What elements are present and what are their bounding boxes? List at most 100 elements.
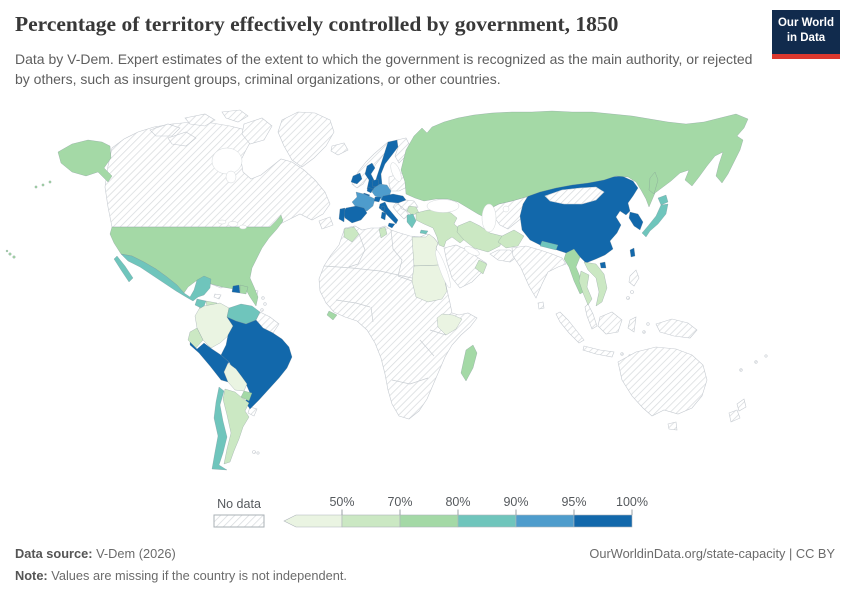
country-india[interactable] xyxy=(511,245,567,299)
country-oman[interactable] xyxy=(474,259,488,275)
country-nepal[interactable] xyxy=(539,240,559,251)
colored-countries xyxy=(5,110,749,471)
footer-note: Note: Values are missing if the country … xyxy=(15,568,347,583)
country-malaya[interactable] xyxy=(584,303,598,330)
country-haiti[interactable] xyxy=(231,284,241,294)
country-pacific-islands[interactable] xyxy=(739,354,768,372)
legend-tick-50: 50% xyxy=(329,495,354,509)
caspian-sea xyxy=(481,203,497,233)
data-source: Data source: V-Dem (2026) xyxy=(15,546,176,561)
country-sweden[interactable] xyxy=(373,139,399,191)
baltic-sea xyxy=(390,162,402,182)
country-thailand[interactable] xyxy=(578,270,593,306)
country-netherlands[interactable] xyxy=(366,186,374,194)
legend-tick-labels: 50% 70% 80% 90% 95% 100% xyxy=(329,495,648,509)
country-morocco[interactable] xyxy=(343,226,360,243)
country-australia[interactable] xyxy=(617,346,708,417)
country-ethiopia[interactable] xyxy=(436,313,463,336)
country-korea[interactable] xyxy=(628,211,644,231)
legend-segment-0[interactable] xyxy=(283,514,343,528)
country-indonesia[interactable] xyxy=(555,311,637,358)
country-liberia[interactable] xyxy=(326,310,338,321)
legend-segment-3[interactable] xyxy=(457,514,517,528)
country-dominican-republic[interactable] xyxy=(239,284,249,295)
data-source-label: Data source: xyxy=(15,546,93,561)
country-hawaii[interactable] xyxy=(5,249,16,259)
country-switzerland[interactable] xyxy=(373,196,382,203)
country-philippines[interactable] xyxy=(628,269,640,287)
country-afghanistan[interactable] xyxy=(497,229,525,249)
country-peru[interactable] xyxy=(189,341,230,383)
legend-color-bar xyxy=(283,514,633,528)
country-portugal[interactable] xyxy=(338,207,346,223)
country-greece[interactable] xyxy=(406,213,429,235)
country-egypt[interactable] xyxy=(411,233,441,267)
country-taiwan[interactable] xyxy=(629,247,636,258)
country-new-guinea[interactable] xyxy=(655,318,698,339)
legend-no-data-swatch[interactable] xyxy=(213,514,265,528)
legend-tick-100: 100% xyxy=(616,495,648,509)
legend-tick-70: 70% xyxy=(387,495,412,509)
legend-tick-90: 90% xyxy=(503,495,528,509)
country-uruguay[interactable] xyxy=(247,406,258,417)
country-ottoman-empire[interactable] xyxy=(415,209,467,248)
legend-tick-95: 95% xyxy=(561,495,586,509)
africa-internal-borders xyxy=(323,229,447,385)
country-paraguay[interactable] xyxy=(240,390,253,402)
hudson-bay xyxy=(211,147,243,175)
country-tasmania[interactable] xyxy=(667,421,678,431)
country-mexico[interactable] xyxy=(113,253,212,302)
country-mongolia-overlay[interactable] xyxy=(544,186,605,205)
data-source-text: V-Dem (2026) xyxy=(92,546,176,561)
map-legend: No data 50% 70% 80% 90% 95% xyxy=(213,495,648,528)
persian-gulf xyxy=(464,246,480,256)
country-falkland-islands[interactable] xyxy=(252,450,260,455)
country-madagascar[interactable] xyxy=(460,344,478,382)
country-persia[interactable] xyxy=(456,220,503,253)
james-bay xyxy=(225,170,237,184)
legend-no-data-label: No data xyxy=(217,497,261,511)
country-arctic-islands[interactable] xyxy=(149,109,273,147)
country-alaska[interactable] xyxy=(57,139,113,183)
country-sri-lanka[interactable] xyxy=(537,301,545,310)
country-philippines-islands[interactable] xyxy=(626,290,634,300)
legend-segment-4[interactable] xyxy=(515,514,575,528)
owid-logo[interactable]: Our World in Data xyxy=(772,10,840,59)
country-chile[interactable] xyxy=(211,386,228,471)
country-finland[interactable] xyxy=(394,137,411,164)
legend-tick-80: 80% xyxy=(445,495,470,509)
country-tunisia[interactable] xyxy=(378,226,388,239)
red-sea xyxy=(435,249,451,289)
country-spain[interactable] xyxy=(342,205,368,224)
legend-ticks xyxy=(341,509,633,515)
country-italy[interactable] xyxy=(378,201,399,229)
legend-segment-1[interactable] xyxy=(341,514,401,528)
legend-segment-2[interactable] xyxy=(399,514,459,528)
country-argentina[interactable] xyxy=(222,388,250,465)
country-iceland[interactable] xyxy=(330,142,349,156)
owid-logo-line2: in Data xyxy=(786,31,826,44)
owid-url-link[interactable]: OurWorldinData.org/state-capacity | CC B… xyxy=(589,546,835,561)
country-jamaica[interactable] xyxy=(213,293,222,300)
country-ireland[interactable] xyxy=(350,172,363,185)
country-balochistan[interactable] xyxy=(489,249,519,263)
country-greenland[interactable] xyxy=(277,111,335,168)
country-sakhalin[interactable] xyxy=(648,171,659,195)
chart-subtitle: Data by V-Dem. Expert estimates of the e… xyxy=(15,51,753,88)
aleutian-islands[interactable] xyxy=(34,180,52,189)
country-hainan[interactable] xyxy=(599,261,607,269)
country-lesser-antilles[interactable] xyxy=(260,296,267,312)
black-sea xyxy=(426,199,460,213)
aral-sea xyxy=(502,205,510,213)
country-vietnam[interactable] xyxy=(583,261,608,307)
country-austria[interactable] xyxy=(380,193,407,204)
country-newfoundland[interactable] xyxy=(318,216,334,230)
country-new-zealand[interactable] xyxy=(728,398,747,423)
page-title: Percentage of territory effectively cont… xyxy=(15,12,619,36)
country-japan[interactable] xyxy=(641,194,669,238)
owid-logo-line1: Our World xyxy=(777,17,834,29)
great-lake-2 xyxy=(227,221,239,227)
legend-segment-5[interactable] xyxy=(573,514,633,528)
